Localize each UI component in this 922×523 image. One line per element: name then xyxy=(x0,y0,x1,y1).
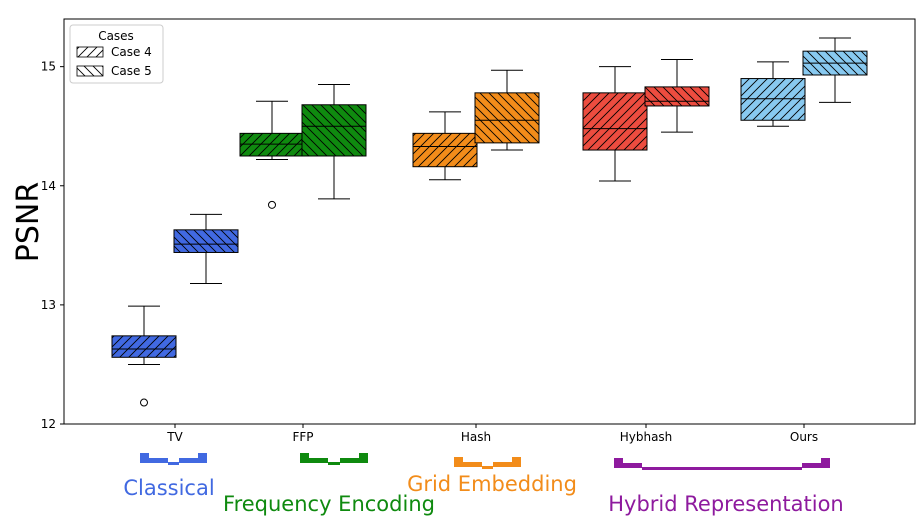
group-bracket xyxy=(614,458,830,470)
box-hatch xyxy=(740,78,806,121)
box-ours-case-5 xyxy=(802,37,868,103)
legend-swatch-case-4 xyxy=(76,46,104,58)
legend-label-case-5: Case 5 xyxy=(111,64,152,78)
box-hash-case-5 xyxy=(474,69,540,151)
x-tick-label-hybhash: Hybhash xyxy=(620,430,673,444)
plot-frame xyxy=(63,18,916,425)
legend-label-case-4: Case 4 xyxy=(111,45,152,59)
group-label: Classical xyxy=(123,476,214,500)
x-tick-label-tv: TV xyxy=(166,430,183,444)
outlier-point xyxy=(140,398,148,407)
group-label: Frequency Encoding xyxy=(223,492,435,516)
y-tick-label-14: 14 xyxy=(41,179,56,193)
legend-swatch-case-5 xyxy=(76,65,104,77)
y-tick-label-13: 13 xyxy=(41,298,56,312)
legend-title: Cases xyxy=(98,29,134,43)
box-series xyxy=(111,37,868,407)
x-tick-label-ffp: FFP xyxy=(292,430,313,444)
legend: Cases Case 4 Case 5 xyxy=(69,24,164,84)
group-frequency-encoding: Frequency Encoding xyxy=(223,453,435,516)
box-hybhash-case-5 xyxy=(644,59,710,133)
box-tv-case-5 xyxy=(173,213,239,284)
box-hatch xyxy=(301,104,367,157)
box-hybhash-case-4 xyxy=(582,66,648,182)
group-classical: Classical xyxy=(123,453,215,500)
box-hatch xyxy=(111,335,177,358)
box-hatch xyxy=(582,92,648,151)
group-bracket xyxy=(140,453,207,465)
plot-area: 12 13 14 15 TV FFP Hash Hybhash Ours xyxy=(41,60,818,444)
y-tick-label-15: 15 xyxy=(41,60,56,74)
y-tick-label-12: 12 xyxy=(41,417,56,431)
box-ffp-case-5 xyxy=(301,84,367,200)
box-hatch xyxy=(474,92,540,144)
group-grid-embedding: Grid Embedding xyxy=(407,457,577,496)
outlier-point xyxy=(268,200,276,209)
y-axis-label: PSNR xyxy=(11,182,46,262)
group-bracket xyxy=(300,453,368,465)
box-tv-case-4 xyxy=(111,305,177,407)
box-hatch xyxy=(173,229,239,253)
box-hatch xyxy=(412,132,478,168)
x-tick-label-ours: Ours xyxy=(790,430,818,444)
box-hash-case-4 xyxy=(412,111,478,181)
box-ffp-case-4 xyxy=(239,100,305,209)
x-tick-label-hash: Hash xyxy=(461,430,491,444)
box-hatch xyxy=(239,132,305,157)
box-ours-case-4 xyxy=(740,61,806,127)
group-bracket xyxy=(454,457,521,469)
box-hatch xyxy=(644,86,710,107)
group-label: Grid Embedding xyxy=(407,472,577,496)
group-hybrid-representation: Hybrid Representation xyxy=(608,458,844,516)
group-label: Hybrid Representation xyxy=(608,492,844,516)
